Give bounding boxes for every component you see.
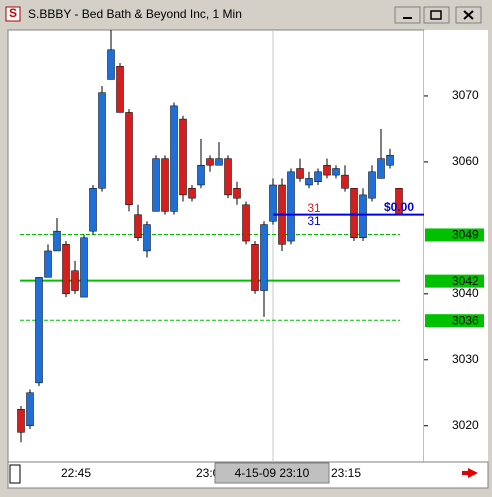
candle-body — [89, 188, 97, 232]
candle-body — [197, 164, 205, 186]
plot-area — [7, 29, 425, 463]
price-level-label: 3042 — [452, 274, 479, 288]
candle-body — [251, 244, 259, 291]
candle-body — [323, 164, 331, 176]
chart: 3020 3030 3040 3060 3070 3049 3042 3036 22:45 23:… — [17, 30, 484, 484]
candle-body — [26, 392, 34, 426]
price-level-box — [425, 314, 484, 328]
candle-body — [44, 250, 52, 278]
candle-body — [224, 158, 232, 196]
scroll-box[interactable] — [9, 464, 21, 484]
candle-body — [305, 178, 313, 186]
candle-body — [377, 158, 385, 179]
candle-body — [107, 49, 115, 80]
candle-body — [350, 188, 358, 239]
position-label: $0.00 — [384, 200, 414, 214]
candle-body — [269, 184, 277, 222]
candle-body — [134, 214, 142, 239]
restore-button[interactable] — [423, 6, 450, 24]
candle-body — [125, 112, 133, 206]
y-tick-label: 3060 — [452, 154, 479, 168]
candle-body — [215, 158, 223, 166]
candle-body — [35, 277, 43, 384]
candle-body — [71, 270, 79, 291]
cursor-label: 4-15-09 23:10 — [235, 466, 310, 480]
price-level-box — [425, 274, 484, 288]
candle-body — [260, 224, 268, 291]
candle-body — [206, 158, 214, 166]
candle-body — [170, 105, 178, 212]
window-buttons — [394, 6, 482, 24]
candle-body — [143, 224, 151, 252]
window-title: S.BBBY - Bed Bath & Beyond Inc, 1 Min — [28, 7, 242, 21]
candle-body — [179, 118, 187, 196]
candle-body — [62, 244, 70, 295]
candle-body — [341, 174, 349, 189]
candle-body — [287, 171, 295, 242]
price-level-label: 3049 — [452, 228, 479, 242]
y-tick-label: 3030 — [452, 352, 479, 366]
price-level-label: 3036 — [452, 313, 479, 327]
candle-body — [233, 188, 241, 199]
y-tick-label: 3070 — [452, 88, 479, 102]
y-tick-label: 3040 — [452, 286, 479, 300]
x-tick-label: 23:15 — [331, 466, 361, 480]
candle-body — [314, 171, 322, 182]
candle-body — [98, 92, 106, 189]
minimize-button[interactable] — [394, 6, 421, 24]
price-axis-area — [424, 30, 488, 462]
app-icon-glyph: S — [9, 6, 17, 20]
candle-body — [242, 204, 250, 242]
candle-body — [152, 158, 160, 212]
candle-body — [368, 171, 376, 199]
app-icon — [5, 6, 21, 22]
candle-body — [161, 158, 169, 212]
candle-body — [53, 230, 61, 252]
annotation: 31 — [307, 201, 321, 215]
restore-icon — [430, 10, 442, 20]
cursor-label-box — [214, 462, 330, 484]
candle-body — [80, 237, 88, 298]
candle-body — [359, 194, 367, 239]
candle-body — [332, 168, 340, 176]
annotation: 31 — [307, 214, 321, 228]
candle-body — [386, 155, 394, 166]
candle-body — [296, 168, 304, 179]
scroll-right-arrow[interactable] — [462, 468, 478, 478]
price-level-box — [425, 228, 484, 242]
y-tick-label: 3020 — [452, 418, 479, 432]
candle-body — [188, 188, 196, 199]
x-tick-label: 22:45 — [61, 466, 91, 480]
candle-body — [17, 408, 25, 433]
candle-body — [116, 66, 124, 113]
close-icon — [463, 10, 474, 20]
